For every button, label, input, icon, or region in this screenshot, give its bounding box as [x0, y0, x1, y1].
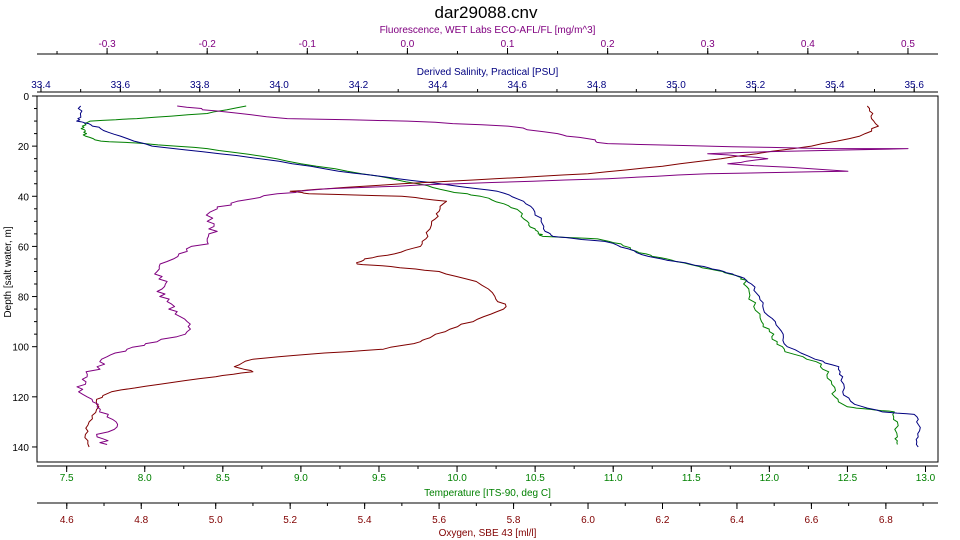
temperature-tick-label: 12.0: [760, 473, 780, 484]
oxygen-tick-label: 6.8: [879, 515, 893, 526]
oxygen-tick-label: 6.0: [581, 515, 595, 526]
oxygen-axis-label: Oxygen, SBE 43 [ml/l]: [439, 528, 537, 539]
salinity-tick-label: 34.6: [508, 80, 528, 91]
oxygen-profile-line: [84, 105, 879, 448]
temperature-tick-label: 8.0: [138, 473, 152, 484]
salinity-axis: 33.4 33.6 33.8 34.0 34.2 34.4 34.6 34.8 35.0 35.2…: [31, 67, 938, 93]
chart-title: dar29088.cnv: [434, 3, 538, 22]
fluorescence-tick-label: 0.2: [601, 39, 615, 50]
salinity-tick-label: 35.4: [825, 80, 845, 91]
fluorescence-tick-label: 0.3: [701, 39, 715, 50]
temperature-tick-label: 13.0: [916, 473, 936, 484]
data-series: [76, 105, 921, 448]
temperature-profile-line: [80, 105, 899, 445]
depth-axis: 0 20 40 60 80 100 120 140: [12, 92, 37, 454]
salinity-axis-label: Derived Salinity, Practical [PSU]: [417, 67, 559, 78]
oxygen-tick-label: 6.6: [804, 515, 818, 526]
salinity-profile-line: [76, 105, 921, 448]
temperature-tick-label: 7.5: [60, 473, 74, 484]
temperature-axis-label: Temperature [ITS-90, deg C]: [424, 488, 551, 499]
fluorescence-tick-label: 0.4: [801, 39, 815, 50]
fluorescence-tick-label: 0.1: [501, 39, 515, 50]
temperature-tick-label: 11.0: [604, 473, 623, 484]
oxygen-tick-label: 5.2: [283, 515, 297, 526]
depth-tick-label: 100: [12, 343, 29, 354]
salinity-tick-label: 34.0: [269, 80, 289, 91]
oxygen-tick-label: 5.6: [432, 515, 446, 526]
depth-tick-label: 0: [23, 92, 29, 103]
depth-axis-label: Depth [salt water, m]: [3, 226, 14, 317]
depth-tick-label: 140: [12, 443, 29, 454]
oxygen-tick-label: 4.8: [134, 515, 148, 526]
fluorescence-tick-label: -0.1: [299, 39, 317, 50]
oxygen-tick-label: 6.4: [730, 515, 744, 526]
depth-tick-label: 20: [18, 142, 30, 153]
salinity-tick-label: 35.2: [746, 80, 766, 91]
salinity-tick-label: 34.4: [428, 80, 448, 91]
temperature-tick-label: 10.0: [447, 473, 467, 484]
salinity-tick-label: 35.6: [904, 80, 924, 91]
temperature-tick-label: 11.5: [682, 473, 701, 484]
oxygen-tick-label: 4.6: [60, 515, 74, 526]
salinity-tick-label: 34.2: [349, 80, 369, 91]
temperature-tick-label: 10.5: [525, 473, 545, 484]
salinity-tick-label: 35.0: [666, 80, 686, 91]
fluorescence-tick-label: 0.0: [400, 39, 414, 50]
fluorescence-tick-label: -0.3: [98, 39, 116, 50]
depth-tick-label: 80: [18, 293, 30, 304]
depth-tick-label: 60: [18, 242, 30, 253]
fluorescence-tick-label: 0.5: [901, 39, 915, 50]
temperature-axis: 7.5 8.0 8.5 9.0 9.5 10.0 10.5 11.0 11.5 12.0 12.5 1…: [37, 465, 938, 499]
oxygen-tick-label: 6.2: [656, 515, 670, 526]
oxygen-tick-label: 5.4: [358, 515, 372, 526]
fluorescence-tick-label: -0.2: [199, 39, 217, 50]
salinity-tick-label: 33.6: [111, 80, 131, 91]
depth-tick-label: 40: [18, 192, 30, 203]
salinity-tick-label: 34.8: [587, 80, 607, 91]
fluorescence-axis-label: Fluorescence, WET Labs ECO-AFL/FL [mg/m^…: [380, 25, 596, 36]
temperature-tick-label: 9.0: [294, 473, 308, 484]
oxygen-tick-label: 5.8: [507, 515, 521, 526]
plot-frame: [36, 95, 939, 463]
temperature-tick-label: 12.5: [838, 473, 858, 484]
depth-tick-label: 120: [12, 393, 29, 404]
temperature-tick-label: 8.5: [216, 473, 230, 484]
oxygen-tick-label: 5.0: [209, 515, 223, 526]
salinity-tick-label: 33.8: [190, 80, 210, 91]
temperature-tick-label: 9.5: [372, 473, 386, 484]
fluorescence-profile-line: [76, 105, 909, 445]
x-axes: -0.3 -0.2 -0.1 0.0 0.1 0.2 0.3 0.4 0.5 Fluorescen…: [31, 25, 938, 539]
salinity-tick-label: 33.4: [31, 80, 51, 91]
fluorescence-axis: -0.3 -0.2 -0.1 0.0 0.1 0.2 0.3 0.4 0.5 Fluorescen…: [37, 25, 938, 55]
oxygen-axis: 4.6 4.8 5.0 5.2 5.4 5.6 5.8 6.0 6.2 6.4 6.6 6.8 Oxyg…: [37, 502, 938, 539]
plot-area: [36, 95, 939, 463]
